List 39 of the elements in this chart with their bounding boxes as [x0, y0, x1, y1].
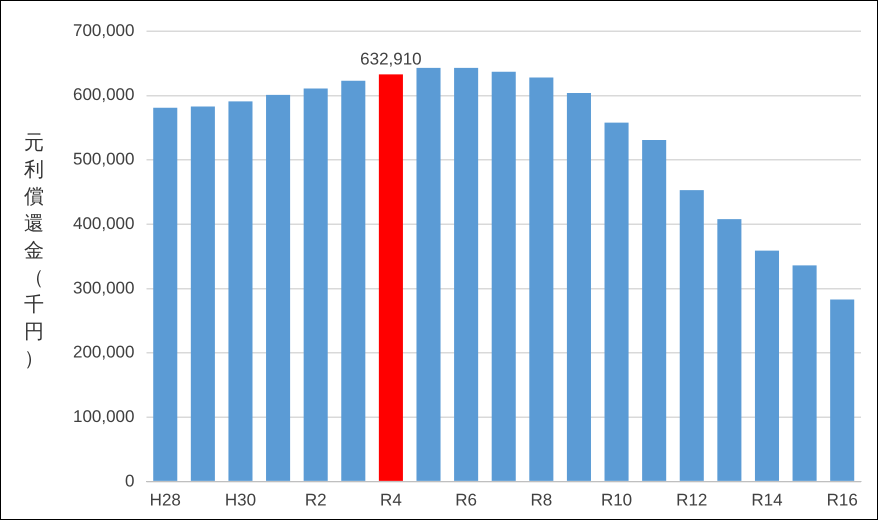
bar	[341, 80, 366, 481]
data-label: 632,910	[360, 50, 422, 69]
x-tick-label: R10	[600, 490, 632, 510]
y-tick-label: 500,000	[73, 150, 134, 169]
bar	[228, 101, 253, 481]
x-tick-label: R2	[304, 490, 327, 510]
bar	[304, 88, 328, 481]
bar	[529, 78, 554, 481]
bar	[190, 106, 215, 481]
y-tick-label: 400,000	[73, 214, 134, 233]
bar	[266, 94, 290, 481]
bar	[642, 140, 666, 481]
x-tick-label: R16	[826, 490, 858, 510]
bar	[454, 68, 478, 481]
bar	[153, 108, 178, 481]
x-tick-label: R4	[380, 490, 402, 510]
y-tick-label: 0	[124, 471, 134, 490]
bar	[492, 72, 516, 481]
text: 元利償還金（千円）	[24, 130, 44, 370]
x-tick-label: R12	[676, 490, 708, 510]
bar	[717, 219, 742, 481]
bar	[566, 92, 591, 481]
bar	[830, 300, 854, 481]
x-tick-label: R14	[751, 490, 783, 510]
x-tick-label: R6	[455, 490, 477, 510]
bar	[416, 68, 441, 481]
bar	[792, 265, 817, 481]
x-tick-label: H30	[224, 490, 256, 510]
x-tick-label: R8	[530, 490, 552, 510]
y-tick-label: 600,000	[73, 85, 134, 104]
y-tick-label: 300,000	[73, 278, 134, 298]
y-tick-label: 200,000	[73, 342, 134, 362]
bar	[378, 74, 403, 481]
y-tick-label: 700,000	[73, 20, 134, 40]
bar	[604, 122, 629, 481]
y-tick-label: 100,000	[73, 406, 134, 426]
bar	[754, 250, 780, 481]
x-tick-label: H28	[150, 490, 181, 510]
bar	[680, 190, 704, 481]
